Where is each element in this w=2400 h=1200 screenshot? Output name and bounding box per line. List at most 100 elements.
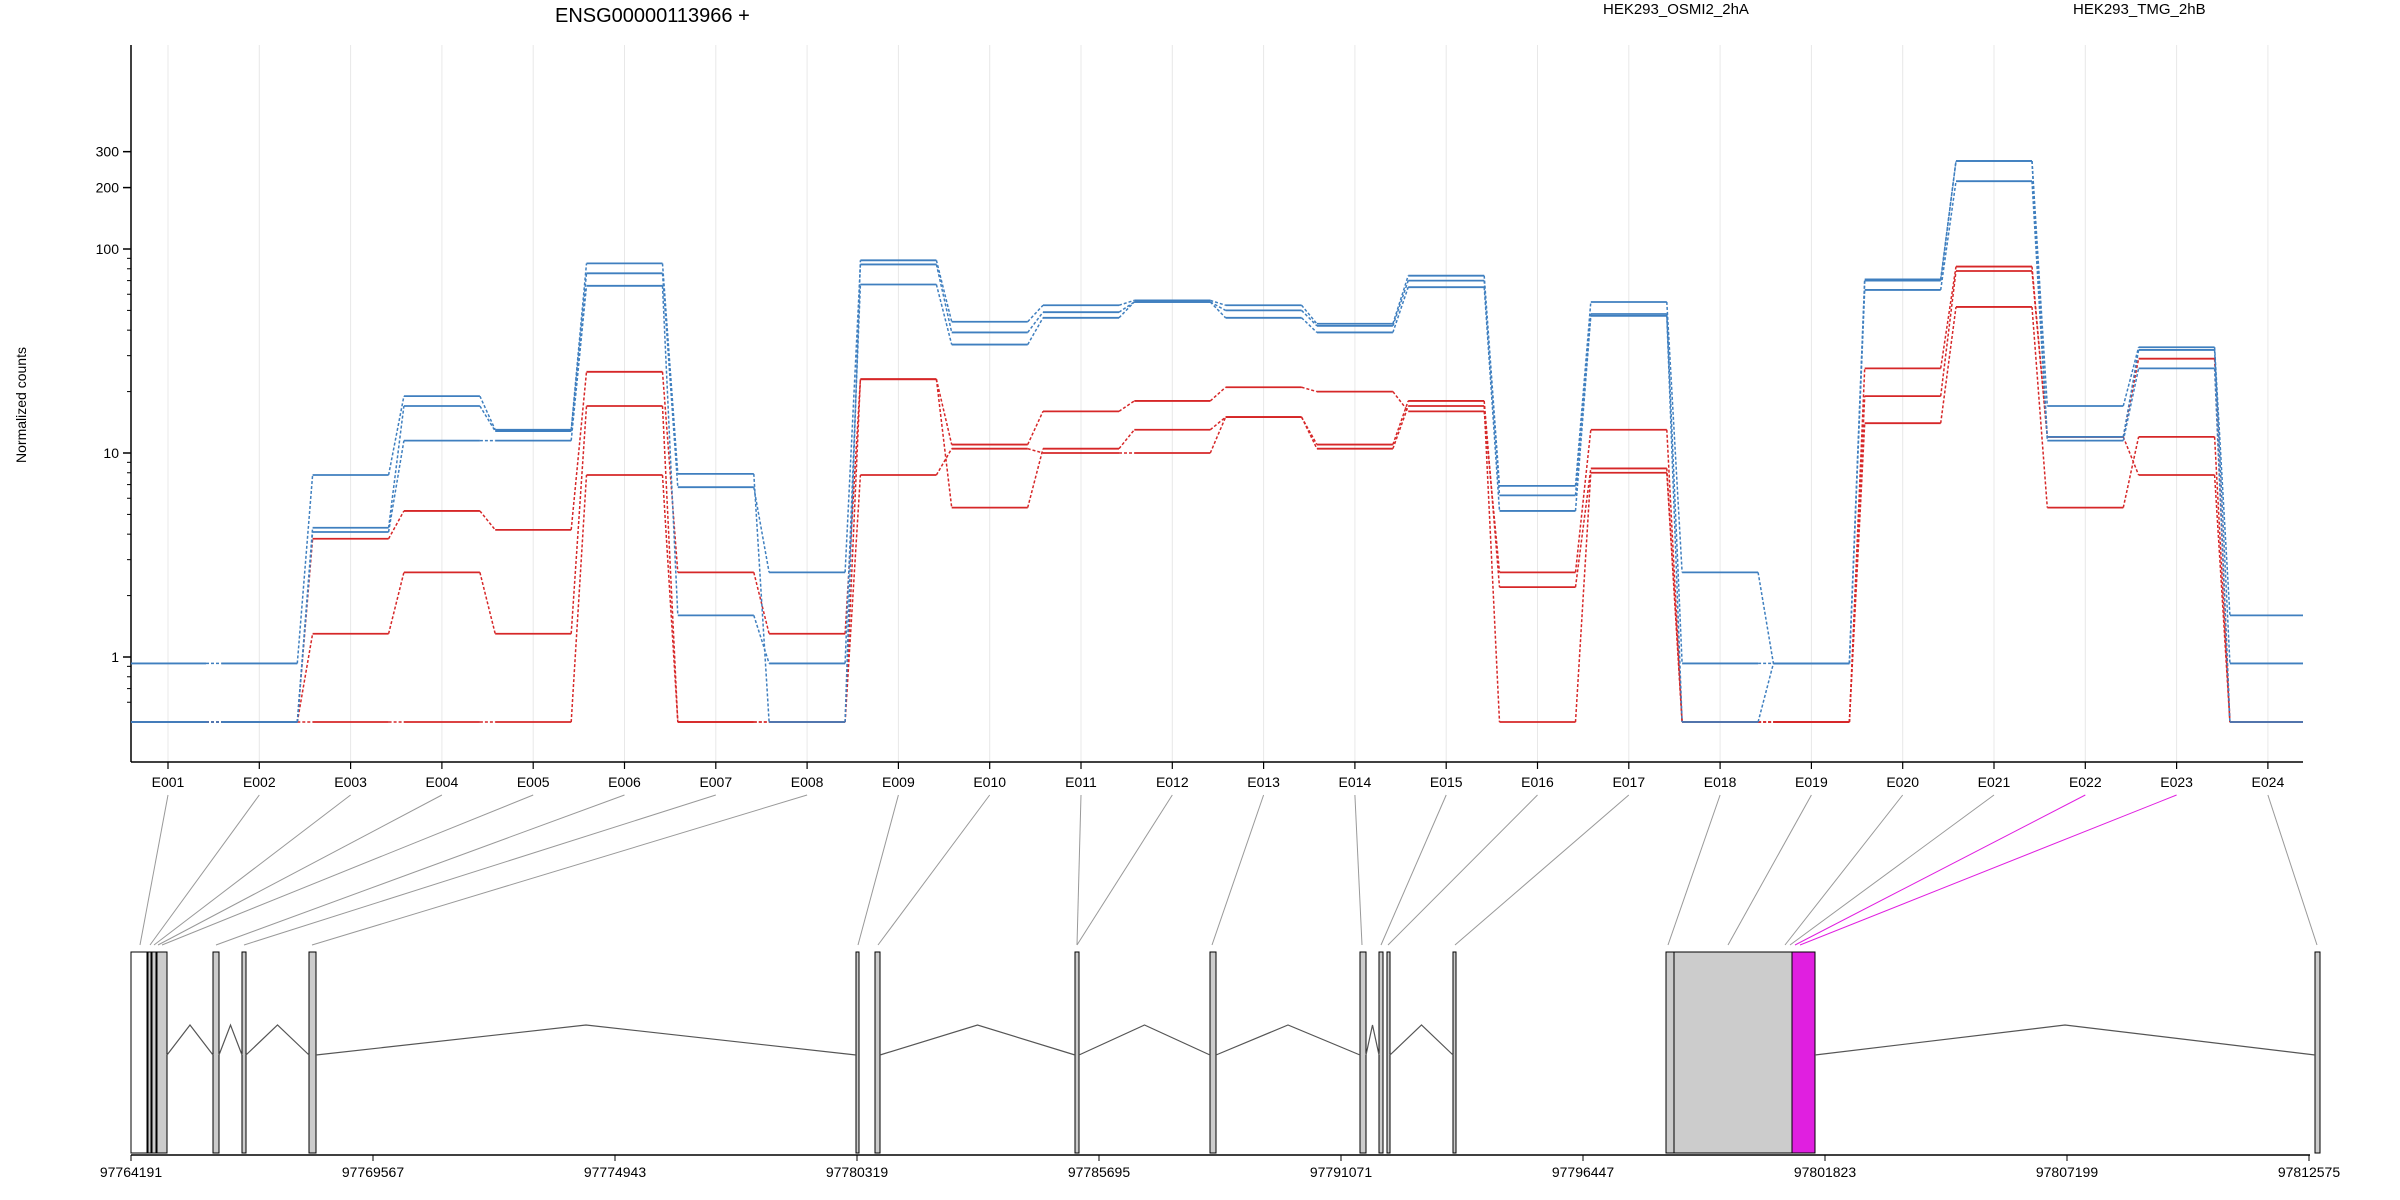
exon-transition	[1939, 160, 1957, 281]
exon-transition	[296, 633, 314, 723]
exon-transition	[1483, 405, 1501, 723]
exon-box	[151, 951, 157, 1154]
exon-box	[147, 951, 152, 1154]
exon-transition	[479, 572, 496, 634]
genomic-tick-label: 97780319	[826, 1164, 889, 1180]
exon-connector	[153, 794, 351, 946]
exon-transition	[844, 284, 862, 664]
exon-connector	[157, 794, 443, 946]
exon-transition	[1209, 301, 1227, 319]
intron-line	[1215, 1024, 1361, 1056]
exon-connector	[1076, 794, 1173, 946]
exon-transition	[1118, 299, 1135, 306]
exon-transition	[1392, 280, 1409, 327]
x-tick-label: E020	[1886, 774, 1919, 790]
y-tick-label: 1	[111, 649, 119, 665]
exon-transition	[1848, 289, 1866, 664]
exon-connector	[1794, 794, 2086, 946]
legend-entry-osmi: HEK293_OSMI2_2hA	[1603, 1, 1749, 18]
series-lines	[131, 160, 2303, 723]
x-tick-label: E018	[1704, 774, 1737, 790]
x-tick-label: E001	[152, 774, 185, 790]
exon-transition	[296, 531, 314, 723]
exon-connector	[1354, 794, 1363, 946]
exon-connector	[1076, 794, 1082, 946]
exon-transition	[479, 395, 496, 431]
exon-transition	[661, 474, 679, 723]
x-tick-label: E023	[2160, 774, 2193, 790]
exon-transition	[387, 440, 405, 533]
exon-transition	[2031, 270, 2049, 437]
exon-box	[855, 951, 860, 1154]
exon-box	[156, 951, 168, 1154]
exon-transition	[935, 379, 953, 508]
genomic-tick-label: 97774943	[584, 1164, 647, 1180]
exon-box	[1074, 951, 1080, 1154]
x-tick-label: E003	[334, 774, 367, 790]
exon-connector	[1789, 794, 1995, 946]
exon-transition	[1209, 386, 1227, 402]
genomic-tick-label: 97801823	[1794, 1164, 1857, 1180]
genomic-tick-label: 97785695	[1068, 1164, 1131, 1180]
genomic-tick-label: 97791071	[1310, 1164, 1373, 1180]
exon-transition	[2213, 349, 2231, 664]
exon-transition	[2122, 436, 2140, 476]
exon-transition	[2031, 306, 2049, 508]
x-tick-label: E006	[608, 774, 641, 790]
exon-transition	[661, 405, 679, 723]
exon-box	[1665, 951, 1675, 1154]
x-tick-label: E016	[1521, 774, 1554, 790]
exon-transition	[753, 473, 770, 723]
chart-title: ENSG00000113966 +	[555, 5, 750, 27]
exon-connector	[1784, 794, 1904, 946]
exon-transition	[479, 405, 496, 432]
exon-transition	[1666, 315, 1683, 723]
genomic-tick-label: 97769567	[342, 1164, 405, 1180]
series-2-replicate-3	[131, 180, 2303, 723]
x-tick-label: E005	[517, 774, 550, 790]
exon-transition	[2031, 181, 2049, 441]
exon-transition	[1483, 287, 1501, 511]
x-tick-label: E004	[426, 774, 459, 790]
exon-box	[1386, 951, 1391, 1154]
exon-transition	[1118, 400, 1135, 412]
x-tick-label: E017	[1612, 774, 1645, 790]
exon-connector	[149, 794, 260, 946]
exon-transition	[753, 487, 770, 573]
exon-transition	[296, 474, 314, 664]
exon-transition	[1392, 400, 1409, 445]
x-tick-label: E012	[1156, 774, 1189, 790]
exon-transition	[1300, 416, 1318, 450]
exon-connector	[1211, 794, 1265, 946]
exon-transition	[479, 510, 496, 531]
exon-transition	[1301, 317, 1318, 333]
exon-transition	[1301, 386, 1318, 393]
intron-line	[166, 1024, 214, 1056]
exon-transition	[2122, 347, 2140, 407]
exon-transition	[1848, 396, 1866, 723]
exon-transition	[1209, 416, 1227, 431]
exon-connector	[2267, 794, 2318, 946]
y-axis-label: Normalized counts	[13, 347, 29, 463]
exon-connector	[139, 794, 169, 946]
exon-transition	[1209, 416, 1227, 454]
exon-transition	[2122, 436, 2140, 508]
exon-transition	[570, 263, 588, 430]
exon-box	[130, 951, 148, 1154]
x-tick-label: E013	[1247, 774, 1280, 790]
exon-connector-lines	[139, 794, 2318, 946]
exon-transition	[661, 371, 679, 573]
exon-transition	[387, 510, 405, 540]
exon-connector	[1727, 794, 1812, 946]
exon-transition	[1939, 306, 1957, 424]
exon-box	[1378, 951, 1384, 1154]
exon-connector	[161, 794, 534, 946]
exon-transition	[2122, 358, 2140, 437]
exon-transition	[570, 285, 588, 441]
exon-box	[1359, 951, 1367, 1154]
axes: 1 10 100 200 300 E001 E002 E003 E004 E005 E006 E007…	[96, 45, 2303, 790]
exon-connector	[1667, 794, 1721, 946]
exon-connector	[1799, 794, 2177, 946]
intron-line	[1078, 1024, 1211, 1056]
exon-transition	[1574, 315, 1592, 511]
